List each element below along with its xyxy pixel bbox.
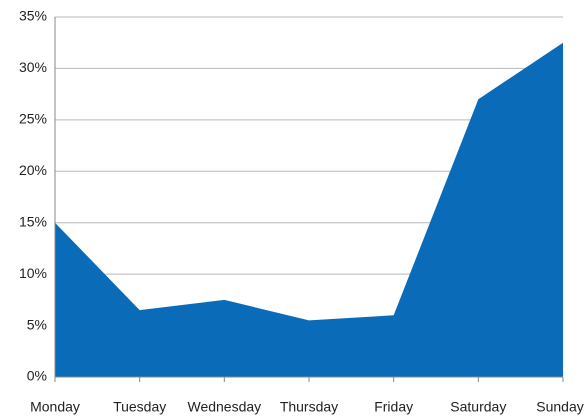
y-tick-label: 15% (19, 213, 47, 229)
area (55, 42, 563, 377)
y-tick-label: 20% (19, 162, 47, 178)
x-tick-label: Friday (374, 399, 413, 415)
y-tick-label: 10% (19, 265, 47, 281)
x-tick-label: Sunday (536, 399, 583, 415)
y-tick-label: 35% (19, 8, 47, 24)
x-tick-label: Thursday (280, 399, 338, 415)
y-tick-label: 25% (19, 111, 47, 127)
x-tick-label: Wednesday (187, 399, 261, 415)
x-tick-label: Tuesday (113, 399, 166, 415)
y-tick-label: 30% (19, 59, 47, 75)
x-tick-label: Saturday (450, 399, 506, 415)
y-tick-label: 0% (27, 368, 47, 384)
x-tick-label: Monday (30, 399, 80, 415)
y-tick-label: 5% (27, 316, 47, 332)
